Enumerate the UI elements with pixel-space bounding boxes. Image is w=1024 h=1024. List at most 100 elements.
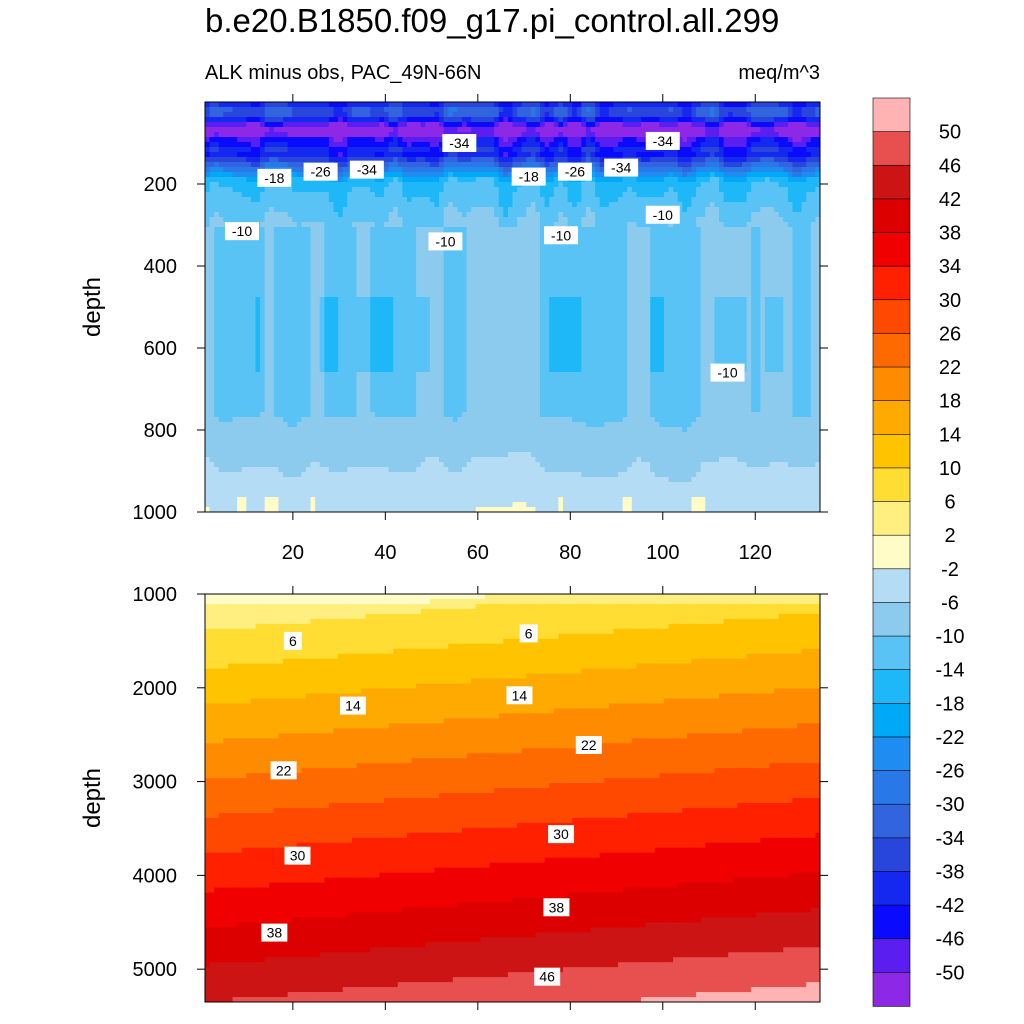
contour-cell bbox=[517, 157, 523, 163]
contour-cell bbox=[315, 252, 321, 258]
contour-cell bbox=[379, 232, 385, 238]
contour-cell bbox=[338, 177, 344, 183]
contour-cell bbox=[581, 267, 587, 273]
contour-cell bbox=[310, 202, 316, 208]
contour-cell bbox=[209, 207, 215, 213]
contour-cell bbox=[751, 182, 757, 188]
contour-cell bbox=[737, 177, 743, 183]
contour-cell bbox=[452, 107, 459, 113]
contour-cell bbox=[507, 252, 514, 258]
contour-cell bbox=[801, 282, 807, 288]
contour-cell bbox=[723, 232, 729, 238]
contour-cell bbox=[264, 272, 270, 278]
contour-cell bbox=[618, 207, 624, 213]
contour-cell bbox=[480, 252, 486, 258]
contour-cell bbox=[696, 177, 702, 183]
contour-cell bbox=[801, 147, 807, 153]
contour-cell bbox=[719, 102, 725, 108]
contour-cell bbox=[613, 197, 619, 203]
contour-cell bbox=[462, 247, 468, 253]
contour-cell bbox=[365, 277, 371, 283]
contour-cell bbox=[264, 187, 270, 193]
contour-cell bbox=[746, 237, 752, 243]
contour-cell bbox=[209, 157, 215, 163]
contour-cell bbox=[682, 117, 688, 123]
contour-cell bbox=[599, 267, 605, 273]
contour-cell bbox=[475, 227, 481, 233]
contour-cell bbox=[250, 262, 257, 268]
contour-cell bbox=[783, 277, 789, 283]
contour-cell bbox=[205, 162, 211, 168]
contour-cell bbox=[411, 152, 417, 158]
contour-cell bbox=[618, 217, 624, 223]
contour-cell bbox=[705, 167, 711, 173]
contour-cell bbox=[406, 107, 413, 113]
contour-cell bbox=[227, 187, 234, 193]
contour-cell bbox=[728, 107, 734, 113]
contour-cell bbox=[365, 107, 371, 113]
contour-cell bbox=[397, 272, 403, 278]
contour-cell bbox=[810, 137, 817, 143]
contour-cell bbox=[705, 177, 711, 183]
contour-cell bbox=[283, 127, 289, 133]
contour-cell bbox=[709, 277, 716, 283]
contour-cell bbox=[700, 202, 706, 208]
contour-cell bbox=[383, 242, 390, 248]
contour-cell bbox=[558, 112, 564, 118]
contour-cell bbox=[370, 272, 376, 278]
contour-cell bbox=[696, 102, 702, 108]
contour-cell bbox=[324, 262, 330, 268]
contour-cell bbox=[751, 217, 757, 223]
contour-cell bbox=[783, 187, 789, 193]
contour-cell bbox=[250, 132, 257, 138]
contour-cell bbox=[227, 147, 234, 153]
contour-cell bbox=[530, 257, 537, 263]
contour-cell bbox=[471, 157, 477, 163]
contour-cell bbox=[618, 192, 624, 198]
contour-cell bbox=[540, 242, 546, 248]
contour-cell bbox=[305, 107, 312, 113]
contour-cell bbox=[810, 207, 817, 213]
contour-cell bbox=[599, 192, 605, 198]
contour-cell bbox=[631, 267, 638, 273]
contour-cell bbox=[292, 232, 298, 238]
contour-cell bbox=[448, 227, 454, 233]
contour-cell bbox=[315, 242, 321, 248]
contour-cell bbox=[333, 182, 339, 188]
contour-cell bbox=[227, 127, 234, 133]
contour-cell bbox=[641, 167, 647, 173]
contour-cell bbox=[393, 177, 399, 183]
contour-cell bbox=[443, 112, 449, 118]
contour-cell bbox=[806, 252, 812, 258]
contour-cell bbox=[558, 132, 564, 138]
contour-cell bbox=[755, 122, 761, 128]
contour-cell bbox=[393, 202, 399, 208]
contour-cell bbox=[696, 242, 702, 248]
contour-cell bbox=[645, 122, 651, 128]
contour-cell bbox=[356, 242, 362, 248]
contour-cell bbox=[677, 202, 683, 208]
contour-cell bbox=[709, 222, 716, 228]
contour-cell bbox=[746, 102, 752, 108]
contour-cell bbox=[576, 127, 582, 133]
contour-cell bbox=[562, 252, 569, 258]
contour-cell bbox=[801, 197, 807, 203]
contour-cell bbox=[581, 232, 587, 238]
contour-cell bbox=[517, 102, 523, 108]
contour-cell bbox=[264, 242, 270, 248]
contour-cell bbox=[641, 117, 647, 123]
contour-cell bbox=[521, 117, 527, 123]
contour-cell bbox=[801, 247, 807, 253]
contour-cell bbox=[374, 132, 380, 138]
contour-cell bbox=[608, 187, 615, 193]
contour-cell bbox=[746, 147, 752, 153]
contour-cell bbox=[402, 212, 408, 218]
contour-cell bbox=[682, 277, 688, 283]
contour-cell bbox=[310, 102, 316, 108]
contour-cell bbox=[618, 212, 624, 218]
contour-cell bbox=[338, 212, 344, 218]
contour-cell bbox=[530, 107, 537, 113]
contour-cell bbox=[351, 232, 358, 238]
contour-cell bbox=[691, 282, 697, 288]
contour-cell bbox=[815, 107, 820, 113]
